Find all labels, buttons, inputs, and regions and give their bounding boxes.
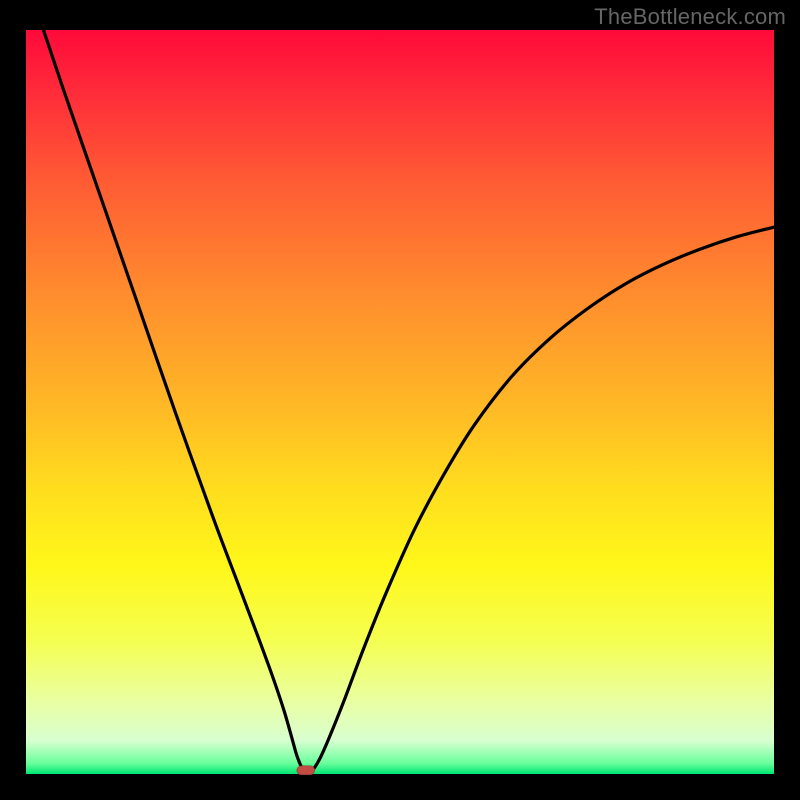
chart-container: TheBottleneck.com [0, 0, 800, 800]
optimum-marker [297, 766, 315, 775]
watermark-text: TheBottleneck.com [594, 4, 786, 30]
bottleneck-curve-chart [0, 0, 800, 800]
plot-background [26, 30, 774, 774]
